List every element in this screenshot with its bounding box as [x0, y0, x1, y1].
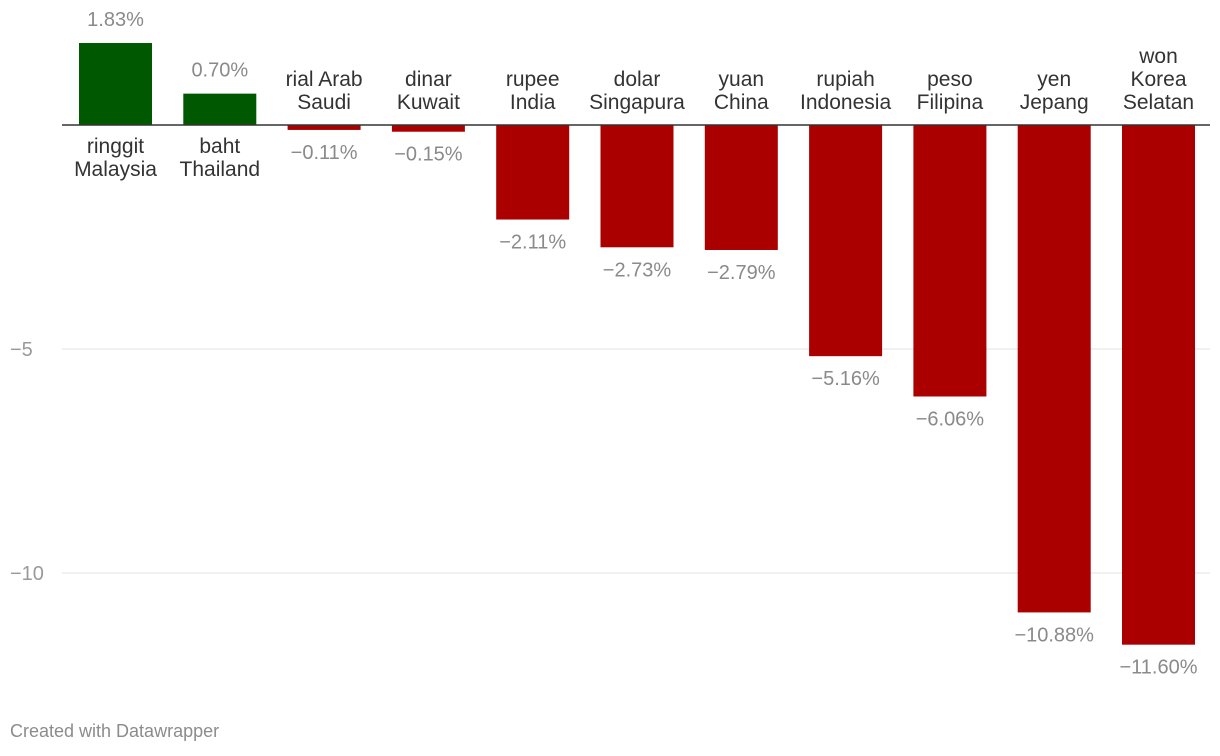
data-label: −10.88% [1014, 624, 1094, 646]
category-label: Thailand [180, 158, 261, 181]
category-label: peso [927, 68, 973, 91]
data-label: −2.11% [499, 232, 566, 254]
category-label: dolar [614, 68, 661, 91]
bar [1122, 125, 1195, 645]
data-label: −2.73% [603, 259, 672, 281]
category-label: Selatan [1123, 91, 1194, 114]
category-label: ringgit [87, 135, 144, 158]
data-label: −0.15% [394, 144, 463, 166]
category-label: Indonesia [800, 91, 891, 114]
bar [391, 125, 465, 132]
data-label: −2.79% [707, 262, 776, 284]
category-label: rupee [506, 68, 560, 91]
category-label: rial Arab [286, 68, 363, 91]
y-tick-label: −5 [10, 339, 33, 361]
category-label: Jepang [1020, 91, 1089, 114]
category-label: won [1138, 45, 1178, 68]
category-label: yuan [719, 68, 765, 91]
category-label: dinar [405, 68, 452, 91]
data-label: −11.60% [1119, 657, 1197, 679]
datawrapper-credit[interactable]: Created with Datawrapper [10, 721, 220, 741]
bar [183, 93, 257, 125]
bar [1017, 125, 1091, 613]
data-label: 0.70% [191, 60, 248, 82]
bar [287, 125, 361, 130]
data-label: −5.16% [811, 368, 880, 390]
bar [913, 125, 987, 397]
bar [704, 125, 778, 250]
bar [496, 125, 570, 220]
category-label: rupiah [816, 68, 874, 91]
category-label: Saudi [297, 91, 351, 114]
data-label: −6.06% [916, 408, 985, 430]
y-tick-label: −10 [10, 563, 44, 585]
data-label: −0.11% [291, 142, 358, 164]
category-label: Korea [1130, 68, 1186, 91]
category-label: China [714, 91, 769, 114]
category-label: Kuwait [397, 91, 460, 114]
category-label: yen [1037, 68, 1071, 91]
bar [600, 125, 674, 248]
bar [79, 43, 152, 125]
category-label: Filipina [917, 91, 984, 114]
data-label: 1.83% [87, 9, 144, 31]
category-label: Malaysia [74, 158, 157, 181]
category-label: India [510, 91, 556, 114]
category-label: Singapura [589, 91, 685, 114]
bar [809, 125, 883, 357]
category-label: baht [199, 135, 240, 158]
